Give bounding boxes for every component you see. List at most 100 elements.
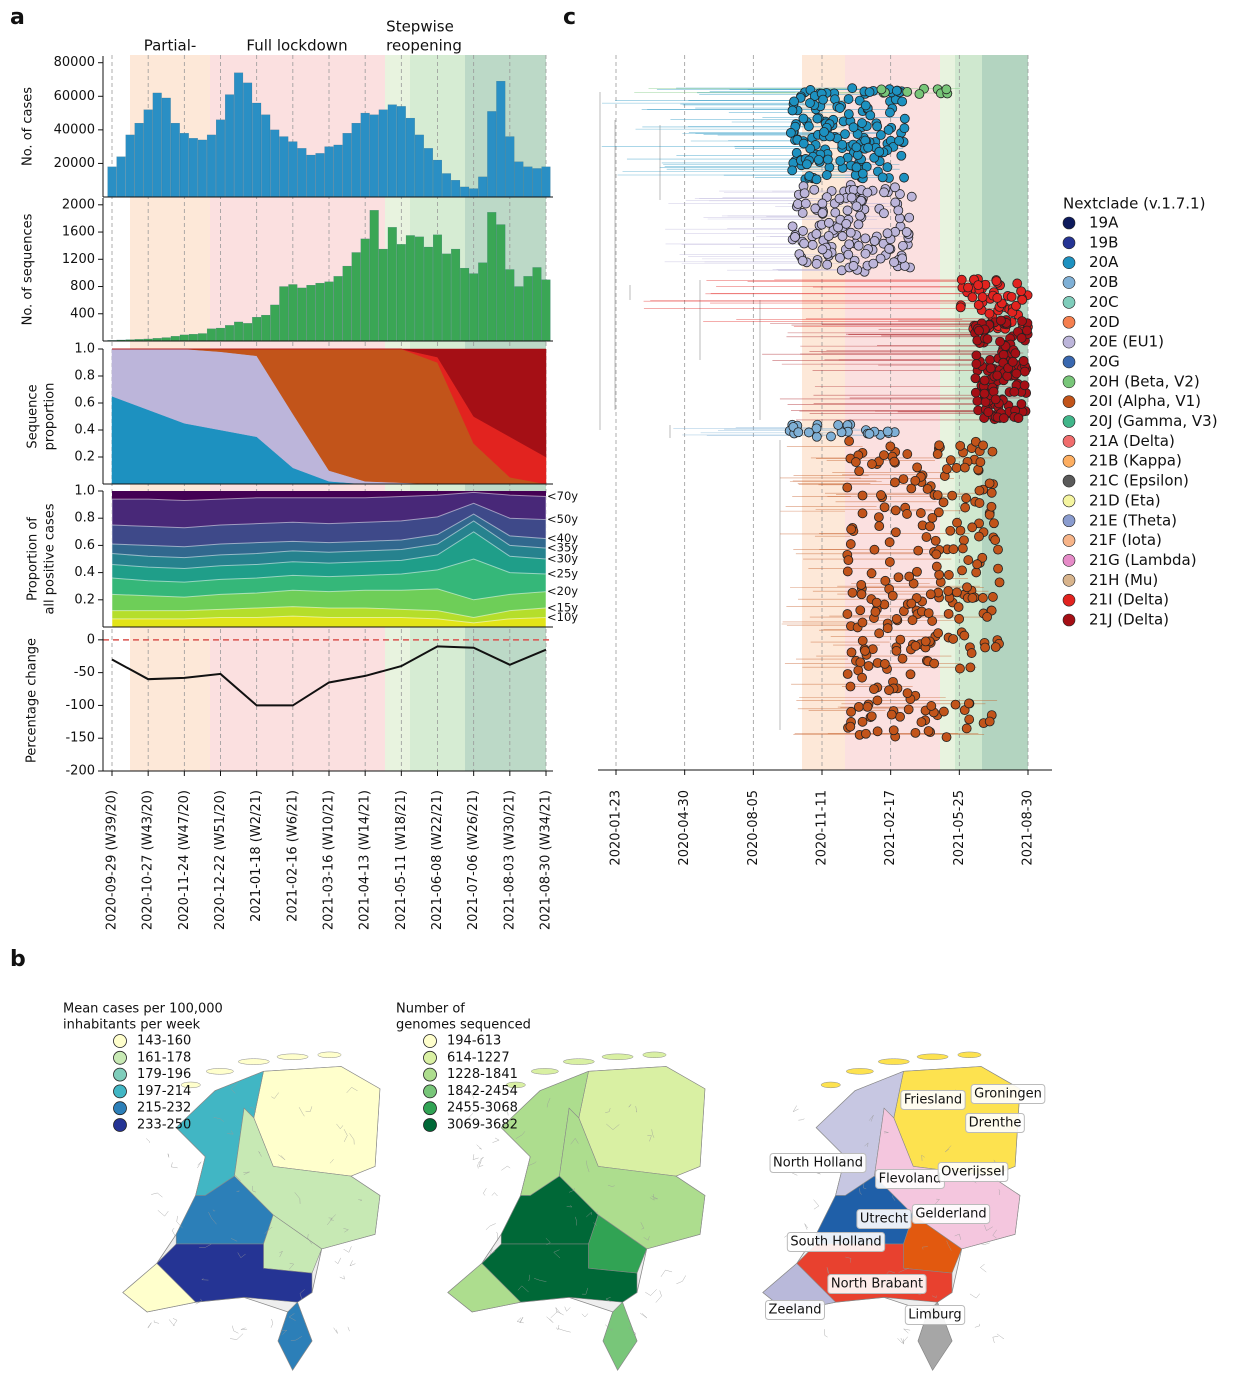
- tree-tip: [985, 355, 994, 364]
- x-tick-label: 2021-07-06 (W26/21): [466, 790, 481, 930]
- municipality-border: [492, 1138, 499, 1143]
- tree-tip: [852, 143, 861, 152]
- municipality-border: [151, 1193, 162, 1197]
- municipality-border: [169, 1319, 175, 1326]
- tree-tip: [887, 710, 896, 719]
- x-tick-label: 2020-09-29 (W39/20): [105, 790, 120, 930]
- legend-label: 21G (Lambda): [1089, 551, 1197, 569]
- tree-tip: [896, 635, 905, 644]
- tree-tip: [858, 636, 867, 645]
- tree-tip: [926, 590, 935, 599]
- map-island: [206, 1068, 233, 1074]
- tree-tip: [949, 545, 958, 554]
- province-name: Drenthe: [969, 1116, 1022, 1131]
- tree-tip: [813, 114, 822, 123]
- tree-tip: [892, 86, 901, 95]
- bar: [415, 237, 424, 341]
- y-tick-label: 1.0: [74, 484, 95, 499]
- x-tick-label: 2020-08-05: [746, 790, 761, 866]
- tree-tip: [843, 206, 852, 215]
- tree-tip: [895, 214, 904, 223]
- tree-tip: [858, 717, 867, 726]
- tree-tip: [843, 567, 852, 576]
- bar: [207, 135, 216, 197]
- legend-swatch: [1063, 217, 1075, 229]
- bar: [288, 142, 297, 197]
- bar: [524, 167, 533, 197]
- tree-tip: [883, 624, 892, 633]
- tree-tip: [884, 686, 893, 695]
- tree-tip: [983, 334, 992, 343]
- tree-tip: [931, 536, 940, 545]
- tree-tip: [835, 104, 844, 113]
- tree-tip: [904, 705, 913, 714]
- tree-tip: [897, 151, 906, 160]
- tree-tip: [1012, 369, 1021, 378]
- tree-tip: [964, 283, 973, 292]
- tree-tip: [812, 259, 821, 268]
- map: [448, 1052, 705, 1370]
- bar: [225, 95, 234, 197]
- bar: [153, 93, 162, 197]
- tree-tip: [866, 111, 875, 120]
- tree-tip: [874, 513, 883, 522]
- tree-tip: [972, 568, 981, 577]
- bar: [505, 137, 514, 197]
- tree-tip: [835, 253, 844, 262]
- legend-swatch: [1063, 554, 1075, 566]
- tree-tip: [974, 281, 983, 290]
- tree-tip: [804, 428, 813, 437]
- municipality-border: [825, 1329, 828, 1337]
- bar: [171, 336, 180, 341]
- x-tick-label: 2021-03-16 (W10/21): [322, 790, 337, 930]
- tree-tip: [960, 631, 969, 640]
- y-axis-label: Proportion of: [26, 517, 41, 601]
- tree-tip: [1007, 292, 1016, 301]
- tree-tip: [987, 488, 996, 497]
- tree-tip: [843, 669, 852, 678]
- tree-tip: [1018, 317, 1027, 326]
- legend-swatch: [1063, 396, 1075, 408]
- map-region: [278, 1302, 312, 1370]
- tree-tip: [824, 232, 833, 241]
- bar: [126, 135, 135, 197]
- province-name: Gelderland: [915, 1207, 986, 1222]
- tree-tip: [1017, 334, 1026, 343]
- tree-tip: [972, 359, 981, 368]
- tree-tip: [851, 458, 860, 467]
- tree-tip: [949, 634, 958, 643]
- tree-tip: [975, 486, 984, 495]
- tree-tip: [798, 256, 807, 265]
- tree-tip: [921, 637, 930, 646]
- tree-tip: [922, 533, 931, 542]
- tree-tip: [958, 566, 967, 575]
- bar: [243, 323, 252, 341]
- legend-swatch: [1063, 237, 1075, 249]
- legend-swatch: [1063, 475, 1075, 487]
- bar: [298, 288, 307, 341]
- tree-tip: [845, 437, 854, 446]
- tree-tip: [903, 689, 912, 698]
- municipality-border: [497, 1232, 498, 1241]
- tree-tip: [843, 483, 852, 492]
- municipality-border: [970, 1294, 980, 1298]
- legend-title: inhabitants per week: [63, 1018, 201, 1033]
- bar: [298, 148, 307, 197]
- bar: [270, 130, 279, 197]
- tree-tip: [818, 199, 827, 208]
- tree-tip: [877, 85, 886, 94]
- municipality-border: [793, 1106, 798, 1112]
- tree-tip: [854, 241, 863, 250]
- tree-tip: [996, 316, 1005, 325]
- legend-swatch: [424, 1085, 437, 1098]
- legend-title: Nextclade (v.1.7.1): [1063, 195, 1205, 213]
- tree-tip: [964, 556, 973, 565]
- y-tick-label: 0.2: [74, 450, 95, 465]
- tree-tip: [819, 95, 828, 104]
- bar: [460, 187, 469, 197]
- tree-tip: [788, 166, 797, 175]
- y-tick-label: -50: [74, 665, 95, 680]
- map: [123, 1052, 380, 1370]
- legend-swatch: [114, 1102, 127, 1115]
- legend-swatch: [1063, 277, 1075, 289]
